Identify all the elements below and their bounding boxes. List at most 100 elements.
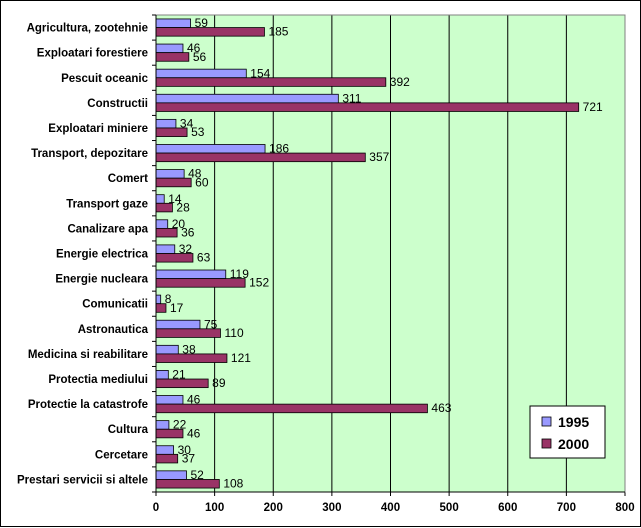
data-label-2000: 28: [176, 200, 190, 214]
category-label: Cultura: [108, 424, 149, 436]
data-label-2000: 53: [191, 125, 205, 139]
data-label-2000: 463: [431, 401, 451, 415]
data-label-2000: 185: [268, 25, 288, 39]
bar-1995: [155, 395, 184, 405]
bar-2000: [155, 127, 188, 137]
data-label-1995: 48: [188, 167, 202, 181]
x-tick-label: 400: [381, 502, 400, 514]
category-label: Canalizare apa: [67, 223, 148, 235]
data-label-2000: 36: [181, 225, 195, 239]
data-label-2000: 89: [212, 376, 226, 390]
bar-1995: [155, 370, 169, 380]
x-tick-label: 700: [557, 502, 576, 514]
data-label-1995: 8: [165, 292, 172, 306]
bar-2000: [155, 428, 184, 439]
data-label-2000: 110: [224, 326, 243, 340]
bar-1995: [155, 93, 339, 104]
legend-label-2000: 2000: [558, 436, 589, 452]
data-label-1995: 46: [187, 41, 201, 55]
x-tick-label: 200: [264, 502, 283, 514]
bar-1995: [155, 470, 187, 480]
category-label: Energie nucleara: [55, 274, 148, 286]
data-label-2000: 46: [187, 426, 201, 440]
category-label: Comunicatii: [82, 299, 148, 311]
data-label-1995: 119: [230, 267, 249, 281]
bar-2000: [155, 378, 209, 389]
legend-label-1995: 1995: [558, 414, 589, 430]
data-label-1995: 46: [187, 393, 201, 407]
data-label-1995: 186: [269, 142, 289, 156]
category-label: Protectie la catastrofe: [28, 399, 148, 411]
category-label: Cercetare: [95, 449, 148, 461]
category-label: Constructii: [87, 98, 148, 110]
bar-1995: [155, 420, 170, 430]
data-label-2000: 56: [193, 50, 207, 64]
x-tick-label: 600: [498, 502, 517, 514]
data-label-2000: 152: [249, 276, 269, 290]
bar-2000: [155, 77, 387, 87]
data-label-1995: 14: [168, 192, 182, 206]
bar-2000: [155, 479, 220, 489]
category-label: Astronautica: [78, 324, 149, 336]
bar-1995: [155, 144, 266, 154]
bar-1995: [155, 244, 176, 254]
category-label: Transport, depozitare: [31, 148, 148, 160]
bar-2000: [155, 253, 194, 263]
category-label: Prestari servicii si altele: [17, 474, 148, 486]
data-label-1995: 32: [179, 242, 193, 256]
bar-1995: [155, 319, 201, 330]
bar-2000: [155, 27, 265, 37]
bar-2000: [155, 202, 173, 213]
bar-1995: [155, 219, 169, 229]
data-label-1995: 75: [204, 317, 218, 331]
bar-2000: [155, 102, 580, 112]
bar-2000: [155, 278, 246, 288]
bar-1995: [155, 194, 165, 204]
bar-2000: [155, 328, 221, 338]
x-tick-label: 800: [615, 502, 634, 514]
legend-swatch-1995: [541, 416, 552, 427]
x-tick-label: 100: [205, 502, 224, 514]
data-label-1995: 154: [250, 66, 270, 80]
x-tick-label: 300: [322, 502, 341, 514]
data-label-2000: 357: [369, 150, 389, 164]
data-label-1995: 59: [195, 16, 209, 30]
data-label-2000: 121: [231, 351, 251, 365]
category-label: Pescuit oceanic: [61, 73, 149, 85]
bar-1995: [155, 269, 227, 280]
bar-2000: [155, 152, 366, 163]
category-label: Medicina si reabilitare: [28, 349, 148, 361]
bar-2000: [155, 177, 192, 188]
data-label-2000: 17: [170, 301, 184, 315]
data-label-2000: 392: [390, 75, 410, 89]
bar-2000: [155, 353, 228, 363]
data-label-1995: 38: [182, 342, 196, 356]
bar-1995: [155, 169, 185, 179]
bar-1995: [155, 68, 247, 79]
data-label-1995: 20: [172, 217, 186, 231]
bar-1995: [155, 445, 174, 455]
data-label-1995: 30: [178, 443, 192, 457]
category-label: Transport gaze: [66, 198, 148, 210]
data-label-1995: 52: [190, 468, 204, 482]
bar-1995: [155, 294, 162, 305]
category-label: Comert: [108, 173, 148, 185]
bar-2000: [155, 403, 428, 414]
data-label-2000: 108: [223, 477, 243, 491]
data-label-1995: 311: [342, 91, 361, 105]
bar-2000: [155, 453, 179, 464]
category-label: Exploatari miniere: [48, 123, 148, 135]
bar-1995: [155, 43, 184, 54]
data-label-1995: 21: [172, 368, 186, 382]
legend-box: [529, 405, 606, 459]
data-label-2000: 721: [583, 100, 603, 114]
legend-swatch-2000: [541, 438, 552, 449]
bar-1995: [155, 118, 177, 129]
bar-2000: [155, 303, 167, 313]
bar-2000: [155, 52, 190, 62]
category-label: Exploatari forestiere: [37, 48, 148, 60]
data-label-2000: 37: [182, 451, 196, 465]
bar-2000: [155, 227, 178, 238]
bar-1995: [155, 344, 179, 355]
